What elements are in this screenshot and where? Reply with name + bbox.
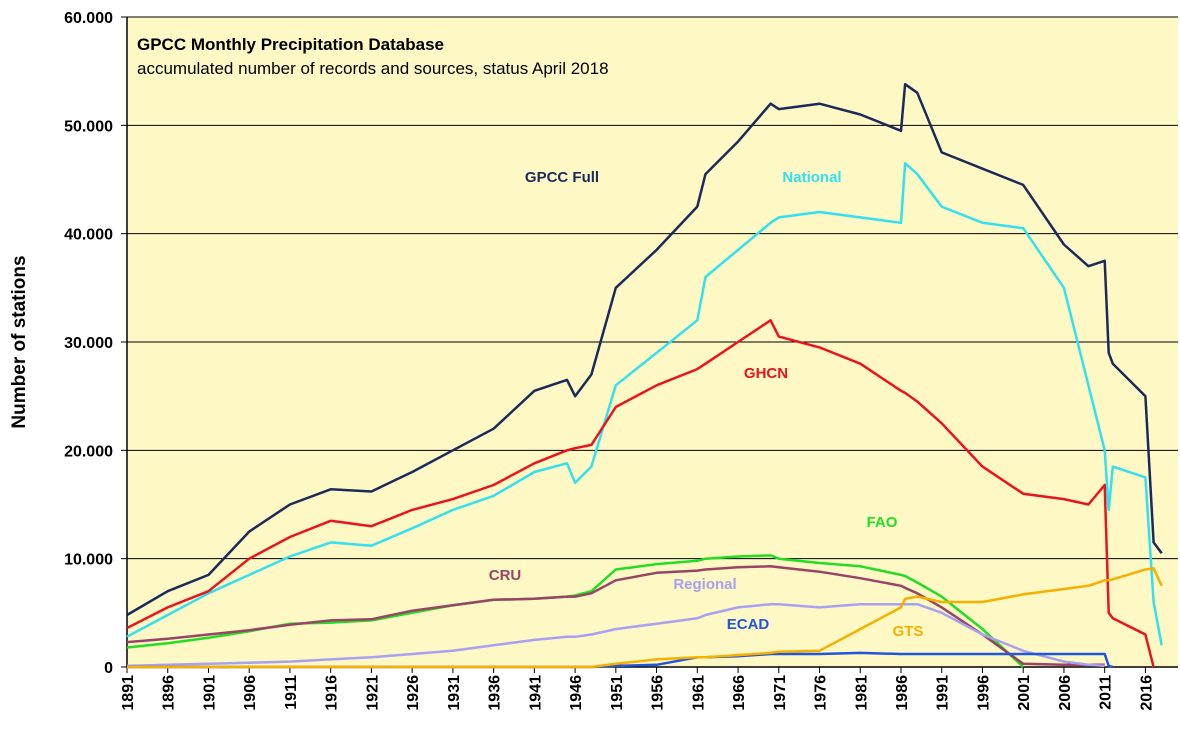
x-tick-label: 1901 <box>201 675 218 711</box>
y-tick-label: 10.000 <box>64 552 113 569</box>
series-line <box>126 602 1105 668</box>
x-tick-label: 1981 <box>853 675 870 711</box>
x-tick-label: 1976 <box>813 675 830 711</box>
y-tick-label: 0 <box>104 660 113 677</box>
x-tick-label: 1906 <box>242 675 259 711</box>
x-tick-label: 1941 <box>527 675 544 711</box>
x-tick-label: 1951 <box>609 675 626 711</box>
x-tick-label: 2016 <box>1138 675 1155 711</box>
x-tick-label: 1916 <box>324 675 341 711</box>
series-label: GTS <box>893 623 924 640</box>
y-tick-label: 40.000 <box>64 227 113 244</box>
series-line <box>126 162 1163 646</box>
x-tick-label: 2006 <box>1057 675 1074 711</box>
series-label: ECAD <box>727 616 770 633</box>
x-tick-label: 1926 <box>405 675 422 711</box>
chart-subtitle: accumulated number of records and source… <box>137 59 609 78</box>
y-tick-label: 60.000 <box>64 10 113 27</box>
y-tick-label: 20.000 <box>64 443 113 460</box>
series-label: National <box>782 169 841 186</box>
series-label: GPCC Full <box>525 169 599 186</box>
x-tick-label: 1961 <box>690 675 707 711</box>
series-label: CRU <box>489 567 522 584</box>
x-tick-label: 1986 <box>894 675 911 711</box>
y-tick-label: 50.000 <box>64 118 113 135</box>
x-tick-label: 2001 <box>1016 675 1033 711</box>
series-label: GHCN <box>744 365 788 382</box>
x-tick-label: 1911 <box>283 675 300 710</box>
x-tick-label: 2011 <box>1098 675 1115 710</box>
x-tick-label: 1931 <box>446 675 463 711</box>
series-label: FAO <box>867 514 898 531</box>
x-tick-label: 1896 <box>161 675 178 711</box>
x-tick-label: 1971 <box>772 675 789 711</box>
x-tick-label: 1966 <box>731 675 748 711</box>
x-tick-label: 1991 <box>935 675 952 711</box>
series-line <box>126 565 1105 667</box>
x-tick-label: 1891 <box>120 675 137 711</box>
x-tick-label: 1946 <box>568 675 585 711</box>
y-axis-label: Number of stations <box>9 255 30 428</box>
series-line <box>127 567 1163 669</box>
x-tick-label: 1956 <box>650 675 667 711</box>
series-line <box>126 319 1155 668</box>
y-tick-label: 30.000 <box>64 335 113 352</box>
x-tick-label: 1921 <box>364 675 381 711</box>
chart-title: GPCC Monthly Precipitation Database <box>137 35 444 54</box>
series-line <box>126 82 1163 617</box>
x-tick-label: 1996 <box>975 675 992 711</box>
x-tick-label: 1936 <box>487 675 504 711</box>
series-label: Regional <box>673 576 736 593</box>
